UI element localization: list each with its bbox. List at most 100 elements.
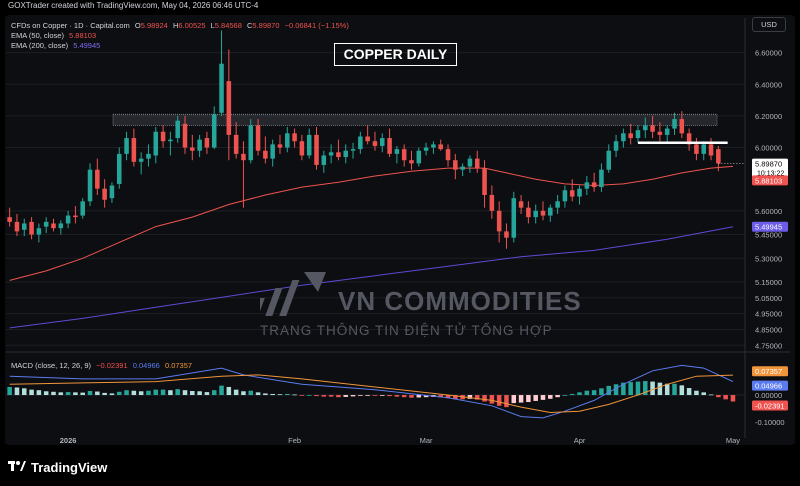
macd-histogram-bar <box>306 395 312 396</box>
candle <box>131 128 137 167</box>
candle <box>95 158 100 195</box>
candle-body <box>599 169 604 188</box>
macd-histogram-bar <box>204 392 210 396</box>
chart-panel[interactable] <box>5 15 795 445</box>
candle <box>409 150 414 170</box>
time-axis-label: Apr <box>574 436 586 445</box>
candle-body <box>657 131 663 135</box>
candle-body <box>679 119 685 134</box>
macd-histogram-bar <box>343 395 348 397</box>
candle <box>372 131 378 151</box>
candle-body <box>358 136 363 150</box>
candle-body <box>628 133 633 139</box>
macd-histogram-bar <box>562 395 568 396</box>
macd-histogram-bar <box>708 394 714 396</box>
candle-body <box>65 215 71 224</box>
ema50-value: 5.88103 <box>69 31 97 40</box>
candle-body <box>460 166 465 170</box>
ema50-name: EMA (50, close) <box>11 31 64 40</box>
candle-body <box>621 133 626 142</box>
candle-body <box>306 134 312 156</box>
ema200-legend[interactable]: EMA (200, close) 5.49945 <box>11 41 100 50</box>
candle <box>672 112 677 135</box>
ema50-legend[interactable]: EMA (50, close) 5.88103 <box>11 31 96 40</box>
candle <box>599 163 604 192</box>
ema50-path <box>9 165 734 281</box>
candle <box>533 204 538 224</box>
candle-body <box>540 210 546 216</box>
watermark-logo-icon <box>260 272 326 316</box>
macd-histogram-bar <box>219 385 224 396</box>
candle <box>445 144 451 167</box>
candle-body <box>372 141 378 146</box>
price-tick-label: 6.60000 <box>755 49 782 58</box>
candle <box>613 134 619 158</box>
macd-histogram-bar <box>467 395 473 399</box>
candle-body <box>314 134 319 165</box>
candle <box>431 141 436 154</box>
candle <box>460 163 465 177</box>
macd-histogram-bar <box>533 395 538 401</box>
macd-value-tag-text: 0.04966 <box>755 382 782 391</box>
candle-body <box>328 152 334 156</box>
candle <box>474 150 480 173</box>
ema200-path <box>9 226 734 329</box>
candle-body <box>716 149 721 164</box>
price-tick-label: 6.20000 <box>755 112 782 121</box>
tradingview-footer[interactable]: TradingView <box>8 460 107 476</box>
candle-body <box>584 182 590 189</box>
macd-histogram-bar <box>51 391 56 396</box>
macd-histogram-bar <box>628 382 633 396</box>
macd-histogram-bar <box>226 386 232 396</box>
candle <box>555 195 560 214</box>
candle-body <box>36 228 42 235</box>
candle <box>423 142 429 156</box>
symbol-legend[interactable]: CFDs on Copper · 1D · Capital.com O5.989… <box>11 21 349 30</box>
macd-histogram-bar <box>190 391 195 396</box>
macd-histogram-bar <box>569 393 575 396</box>
tradingview-brand: TradingView <box>31 460 108 475</box>
macd-signal-path <box>9 374 734 414</box>
candle-body <box>401 149 407 161</box>
candle-body <box>73 215 78 218</box>
macd-histogram-bar <box>358 395 363 396</box>
candle <box>394 145 400 164</box>
candle <box>168 131 173 156</box>
macd-histogram-bar <box>80 392 85 396</box>
candle-body <box>292 133 297 142</box>
macd-value-tag-text: -0.02391 <box>755 401 785 410</box>
candle-body <box>555 201 560 208</box>
created-by-line: GOXTrader created with TradingView.com, … <box>8 1 259 10</box>
time-axis-label: Feb <box>288 436 301 445</box>
macd-histogram-bar <box>138 391 144 396</box>
macd-histogram-bar <box>146 390 151 396</box>
candle-body <box>591 182 597 188</box>
macd-histogram-bar <box>686 388 692 396</box>
macd-histogram-bar <box>584 390 590 396</box>
candle-body <box>635 130 641 139</box>
candle <box>606 144 612 173</box>
candle-body <box>365 136 370 142</box>
candle-body <box>511 198 517 238</box>
candle-body <box>138 158 144 162</box>
macd-histogram-bar <box>511 395 517 404</box>
candle <box>591 172 597 192</box>
candle <box>255 119 261 156</box>
candle-body <box>694 144 699 154</box>
candle-body <box>606 150 612 170</box>
currency-button[interactable]: USD <box>752 17 786 32</box>
macd-histogram-bar <box>73 392 78 396</box>
candle-body <box>116 153 122 184</box>
macd-legend[interactable]: MACD (close, 12, 26, 9) −0.02391 0.04966… <box>11 361 192 370</box>
price-label-text: 5.89870 <box>755 160 782 169</box>
candle-body <box>394 149 400 154</box>
macd-histogram-bar <box>285 393 290 396</box>
macd-value-tag <box>752 366 788 377</box>
candle-body <box>58 223 64 229</box>
macd-histogram-bar <box>635 381 641 396</box>
price-label-tag <box>752 175 788 186</box>
candle-body <box>350 149 356 151</box>
close-value: 5.89870 <box>252 21 280 30</box>
ema200-name: EMA (200, close) <box>11 41 69 50</box>
